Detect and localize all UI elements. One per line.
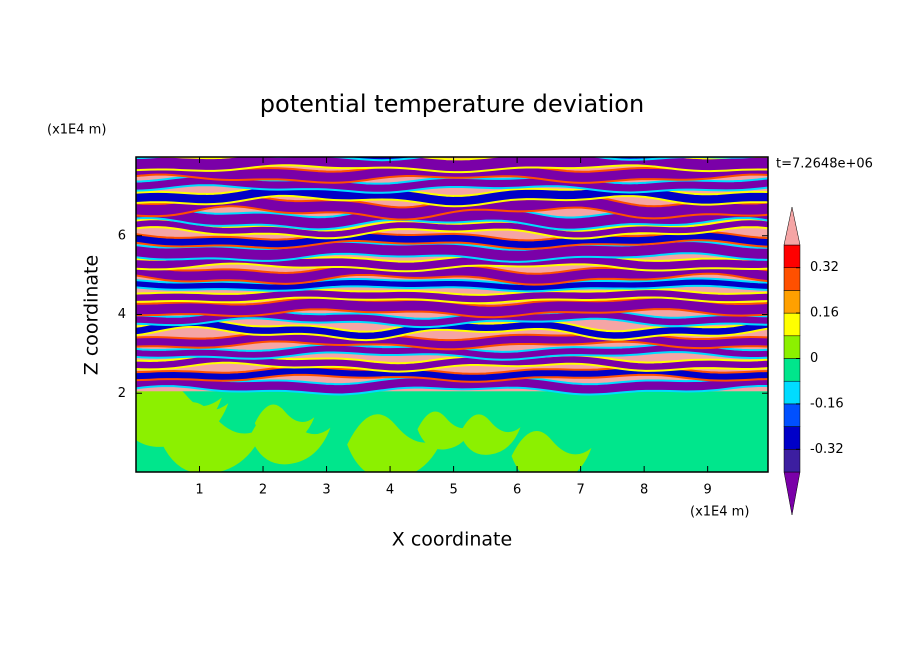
field-region bbox=[511, 431, 592, 472]
x-axis-label: X coordinate bbox=[392, 529, 512, 551]
x-tick-label: 7 bbox=[576, 483, 584, 498]
x-tick-label: 5 bbox=[449, 483, 457, 498]
y-axis-label: Z coordinate bbox=[81, 255, 103, 375]
x-tick-label: 1 bbox=[195, 483, 203, 498]
field-band bbox=[136, 290, 768, 303]
field-region bbox=[158, 402, 266, 472]
colorbar-box bbox=[783, 244, 801, 268]
field-band bbox=[136, 367, 768, 381]
colorbar-tick-label: -0.16 bbox=[810, 396, 844, 411]
colorbar-box bbox=[783, 335, 801, 359]
field-band bbox=[136, 157, 761, 162]
field-band bbox=[136, 345, 768, 359]
colorbar-extension bbox=[783, 206, 801, 246]
y-tick-label: 2 bbox=[118, 386, 126, 401]
field-band bbox=[136, 220, 768, 238]
field-band bbox=[136, 186, 768, 206]
field-band bbox=[136, 298, 768, 317]
field-band bbox=[136, 157, 666, 160]
field-band bbox=[136, 242, 768, 261]
field-band bbox=[136, 263, 768, 284]
field-band bbox=[136, 177, 768, 192]
y-unit: (x1E4 m) bbox=[47, 123, 106, 138]
field-band bbox=[136, 333, 768, 349]
colorbar-box bbox=[783, 312, 801, 337]
field-band bbox=[136, 279, 768, 291]
contour-field bbox=[136, 157, 768, 472]
colorbar-box bbox=[783, 267, 801, 291]
colorbar-extension bbox=[783, 471, 801, 516]
colorbar-box bbox=[783, 403, 801, 427]
colorbar-box bbox=[783, 380, 801, 405]
x-tick-label: 8 bbox=[640, 483, 648, 498]
colorbar-tick-label: 0 bbox=[810, 351, 818, 366]
field-region bbox=[459, 414, 521, 455]
colorbar-box bbox=[783, 290, 801, 314]
time-label: t=7.2648e+06 bbox=[776, 157, 873, 172]
x-tick-label: 4 bbox=[386, 483, 394, 498]
y-tick-label: 4 bbox=[118, 307, 126, 322]
colorbar-tick-label: 0.32 bbox=[810, 260, 839, 275]
colorbar-box bbox=[783, 426, 801, 450]
colorbar-tick-label: 0.16 bbox=[810, 306, 839, 321]
x-tick-label: 6 bbox=[513, 483, 521, 498]
colorbar-tick-label: -0.32 bbox=[810, 442, 844, 457]
x-tick-label: 9 bbox=[704, 483, 712, 498]
field-band bbox=[136, 376, 768, 394]
field-band bbox=[136, 157, 768, 172]
field-band bbox=[136, 232, 768, 248]
y-tick-label: 6 bbox=[118, 228, 126, 243]
colorbar-box bbox=[783, 358, 801, 382]
colorbar-box bbox=[783, 449, 801, 473]
field-region bbox=[347, 414, 445, 472]
field-region bbox=[254, 404, 315, 445]
chart-title: potential temperature deviation bbox=[260, 90, 644, 118]
x-tick-label: 3 bbox=[322, 483, 330, 498]
x-unit: (x1E4 m) bbox=[690, 505, 749, 520]
x-tick-label: 2 bbox=[259, 483, 267, 498]
field-region bbox=[417, 411, 475, 450]
